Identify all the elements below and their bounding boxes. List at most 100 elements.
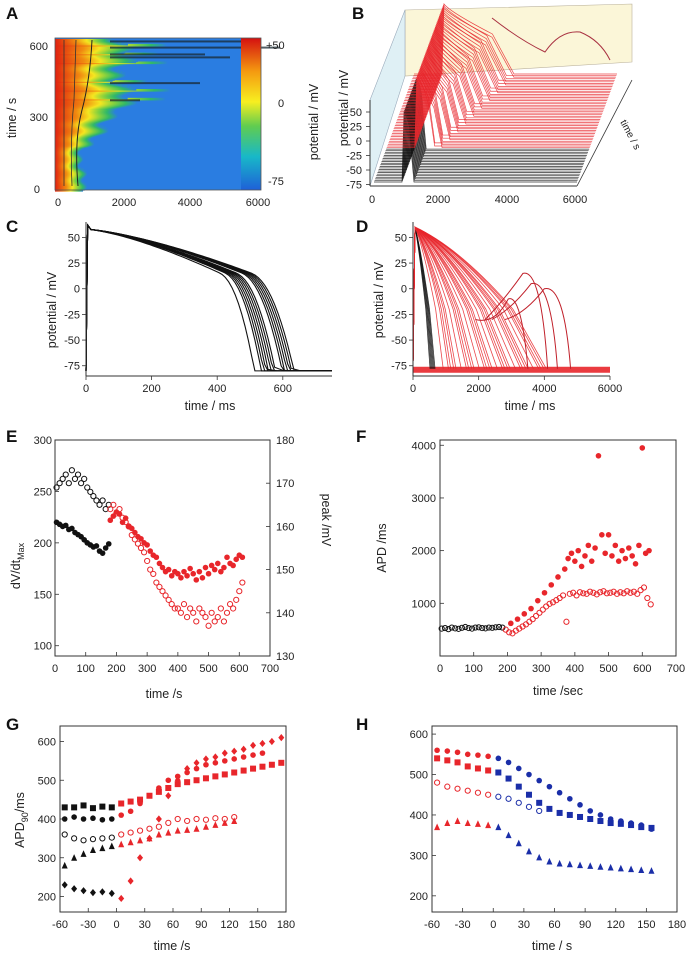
data-point [617,589,624,596]
waterfall-trace [405,24,609,97]
waterfall-trace [406,23,610,95]
y-tick-label: 25 [68,258,80,270]
panel-label-a: A [6,4,18,23]
data-point [515,765,522,772]
data-point [597,818,604,825]
data-point [116,506,123,513]
colorbar-tick-label: +50 [266,40,285,52]
x-tick-label: 120 [220,919,238,931]
data-point [597,589,604,596]
data-point [155,823,162,830]
data-point [259,739,266,748]
panel-label-e: E [6,427,17,446]
data-point [184,765,191,773]
data-point [127,829,134,836]
waterfall-trace [413,4,617,76]
data-point [231,756,238,762]
data-point [505,795,512,802]
data-point [131,536,138,543]
data-point [455,625,462,632]
y-axis-label: APD /ms [375,523,389,572]
waterfall-trace [409,15,613,87]
colorbar-tick-label: -75 [268,176,284,188]
ap-trace [412,226,545,370]
data-point [479,624,486,632]
isochrone-line [70,39,77,187]
data-point [638,866,645,873]
data-point [539,606,546,613]
data-point [155,830,162,838]
data-point [505,831,512,839]
axis-ticks: 200 300 400 500 600 -60 -30 0 30 60 90 120 150 180 [410,729,687,931]
data-point [626,545,632,551]
data-point [434,779,441,786]
data-point [556,809,563,816]
data-point [156,785,162,791]
data-point [648,824,655,831]
data-point [454,817,461,825]
data-point [278,759,285,766]
data-point [492,624,499,631]
data-point [546,857,553,865]
data-point [221,564,227,571]
x-tick-label: 30 [139,919,151,931]
data-point [202,823,209,830]
data-point [165,828,172,836]
data-point [585,542,592,549]
x-tick-label: 60 [548,919,560,931]
waterfall-trace [402,34,606,106]
data-point [190,609,197,616]
data-point [212,815,219,822]
y-tick-label: 200 [410,891,428,903]
data-point [462,623,469,631]
data-point [595,453,602,459]
data-point [102,545,109,551]
data-point [156,583,163,590]
data-point [434,755,441,762]
ap-trace [85,223,332,372]
data-point [250,752,256,758]
panel-label-b: B [352,4,364,23]
data-point [474,789,482,796]
data-point [638,824,645,831]
data-point [278,734,285,742]
data-point [81,475,88,482]
data-point [99,803,106,810]
x-tick-label: -60 [52,919,68,931]
data-point [221,815,228,823]
y-tick-label: 300 [34,435,52,447]
data-point [444,748,451,754]
data-point [236,588,243,595]
data-point [159,588,166,595]
ap-trace [85,223,332,372]
data-point [474,765,481,772]
x-tick-label: 100 [77,663,95,675]
panel-a: A +50 0 -75 potential / mV time / s 0 30… [5,4,321,209]
data-point [53,484,60,491]
data-point [536,853,543,861]
data-point [529,616,536,623]
data-point [495,769,502,776]
data-point [61,816,68,822]
data-point [454,749,461,756]
data-point [605,532,612,538]
y2-tick-label: 160 [276,521,294,533]
data-point [178,575,184,581]
data-point [113,510,120,517]
y-tick-label: 150 [34,589,52,601]
y-tick-label: 300 [38,853,56,865]
data-point [165,819,172,826]
data-point [203,761,209,768]
data-point [452,625,459,632]
data-point [93,543,100,549]
data-point [108,816,115,822]
x-tick-label: 0 [52,663,58,675]
x-tick-label: 600 [274,383,292,395]
data-point [205,570,212,577]
y-axis-label: potential / mV [45,271,59,348]
data-point [607,820,614,827]
x-axis-label: time / s [532,939,572,953]
waterfall-trace [408,18,612,91]
ap-trace [85,223,332,372]
